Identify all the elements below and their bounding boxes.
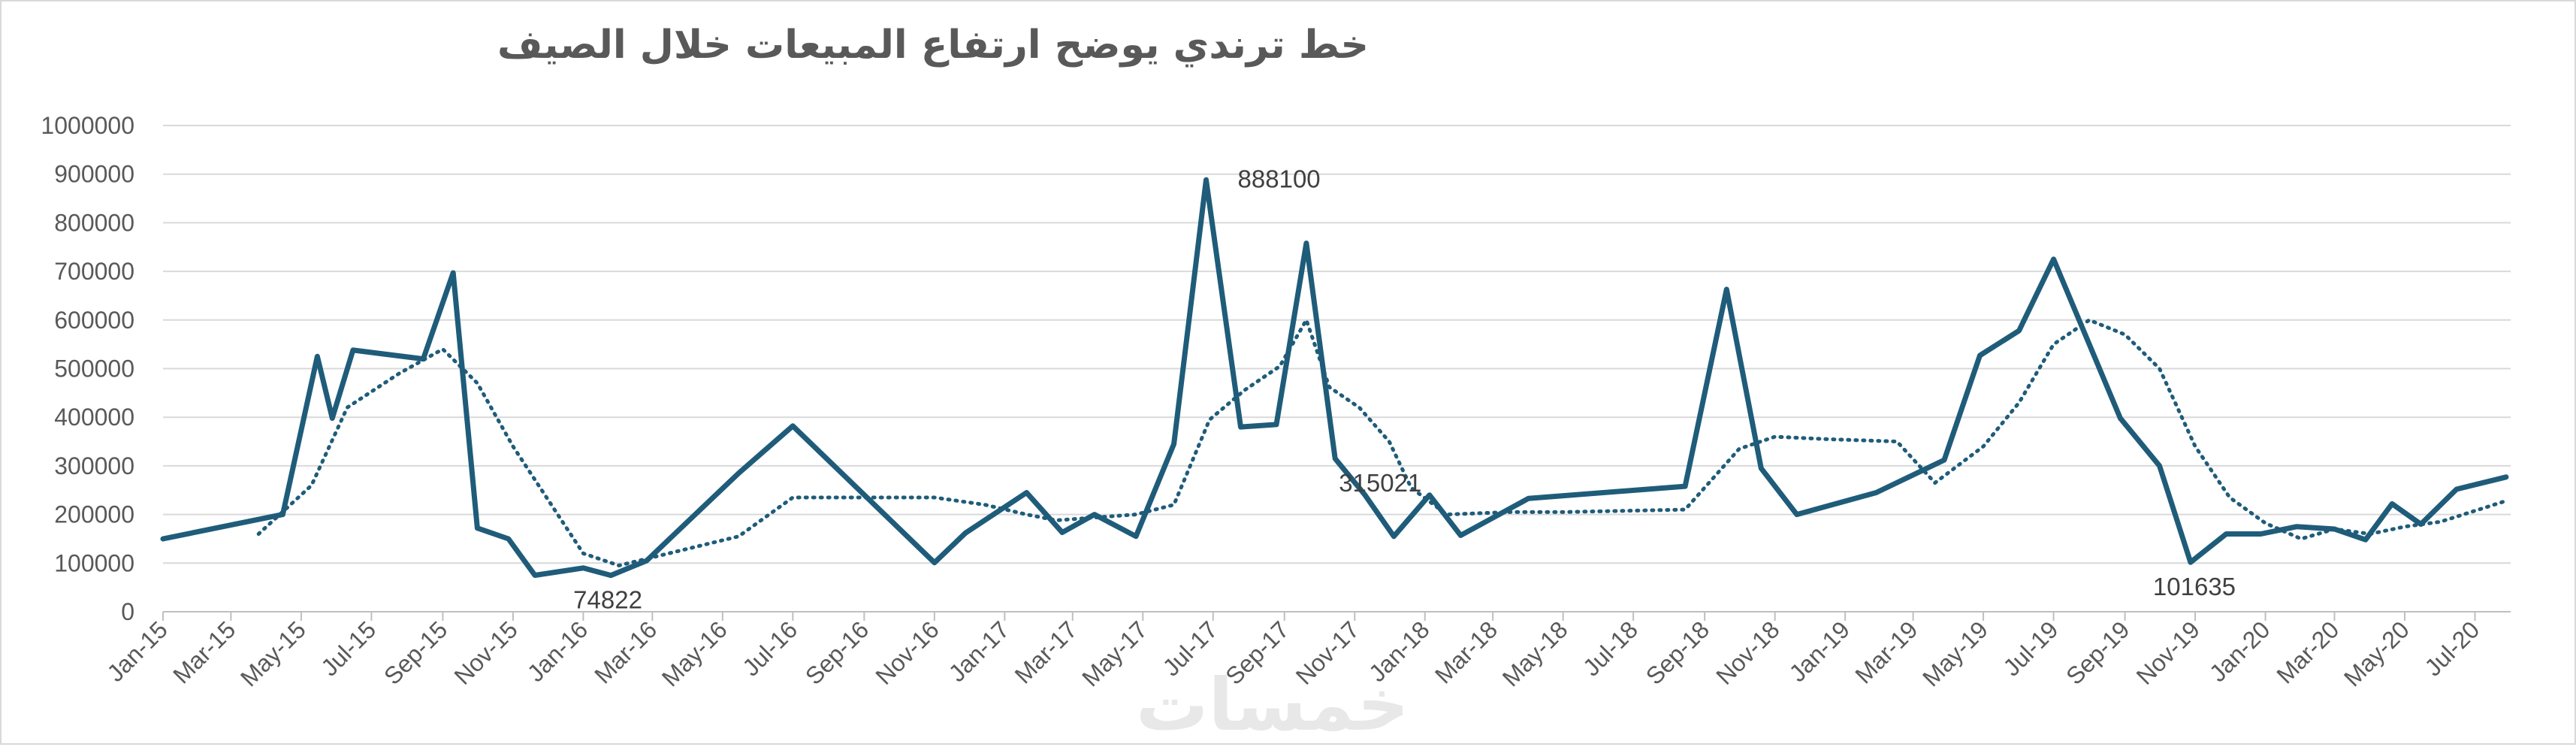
data-label-layer: 888100 315021 74822 101635 xyxy=(573,165,2236,613)
x-tick-label: Jan-17 xyxy=(944,615,1015,687)
y-tick-label: 600000 xyxy=(54,307,134,334)
trendline-series xyxy=(256,318,2508,567)
x-tick-label: May-15 xyxy=(235,615,311,691)
x-tick-label: Sep-19 xyxy=(2061,615,2134,689)
x-tick-label: Nov-17 xyxy=(1291,615,1364,689)
series-layer xyxy=(160,177,2509,579)
x-tick-label: Sep-18 xyxy=(1641,615,1714,689)
x-tick-label: May-20 xyxy=(2339,615,2414,691)
x-tick-label: Sep-16 xyxy=(800,615,874,689)
grid-layer xyxy=(163,125,2511,564)
data-label: 74822 xyxy=(573,586,642,614)
x-tick-label: Jan-20 xyxy=(2204,615,2276,687)
x-tick-label: May-17 xyxy=(1077,615,1152,691)
x-tick-label: Jan-15 xyxy=(101,615,173,687)
x-tick-label: Jul-15 xyxy=(316,615,381,681)
x-tick-label: Nov-18 xyxy=(1711,615,1784,689)
y-tick-label: 400000 xyxy=(54,404,134,431)
y-tick-label: 0 xyxy=(121,598,134,625)
y-tick-label: 1000000 xyxy=(41,112,134,139)
y-tick-label: 700000 xyxy=(54,258,134,285)
chart-title: خط ترندي يوضح ارتفاع المبيعات خلال الصيف xyxy=(497,23,1370,68)
x-tick-label: May-19 xyxy=(1917,615,1993,691)
x-tick-label: Jul-18 xyxy=(1578,615,1643,681)
watermark-logo: خمسات xyxy=(1136,663,1409,747)
sales-series-line xyxy=(160,177,2509,579)
x-tick-label: Mar-20 xyxy=(2271,615,2344,688)
x-tick-label: Jul-16 xyxy=(737,615,802,681)
x-tick-label: Mar-15 xyxy=(168,615,240,688)
x-tick-label: Mar-17 xyxy=(1010,615,1083,688)
x-tick-label: Mar-16 xyxy=(589,615,662,688)
x-tick-label: Nov-19 xyxy=(2131,615,2205,689)
x-tick-label: Jan-18 xyxy=(1363,615,1435,687)
y-tick-label: 200000 xyxy=(54,501,134,528)
x-tick-label: Jul-20 xyxy=(2419,615,2484,681)
x-tick-label: Nov-15 xyxy=(448,615,522,689)
x-tick-label: Jan-19 xyxy=(1783,615,1855,687)
x-tick-label: May-18 xyxy=(1497,615,1573,691)
x-tick-label: May-16 xyxy=(657,615,732,691)
y-tick-label: 500000 xyxy=(54,355,134,383)
y-tick-label: 900000 xyxy=(54,161,134,188)
x-tick-label: Nov-16 xyxy=(870,615,944,689)
x-tick-label: Sep-17 xyxy=(1220,615,1294,689)
x-tick-label: Jan-16 xyxy=(522,615,593,687)
y-tick-label: 300000 xyxy=(54,452,134,479)
axis-layer: 0 100000 200000 300000 400000 500000 600000 700… xyxy=(41,112,2511,691)
data-label: 315021 xyxy=(1339,469,1421,497)
x-tick-label: Mar-18 xyxy=(1430,615,1502,688)
y-tick-label: 100000 xyxy=(54,549,134,576)
data-label: 888100 xyxy=(1238,165,1321,192)
x-tick-label: Jul-17 xyxy=(1158,615,1223,681)
x-tick-label: Sep-15 xyxy=(379,615,452,689)
data-label: 101635 xyxy=(2153,573,2236,600)
x-tick-label: Mar-19 xyxy=(1850,615,1922,688)
x-tick-label: Jul-19 xyxy=(1998,615,2063,681)
y-tick-label: 800000 xyxy=(54,209,134,236)
